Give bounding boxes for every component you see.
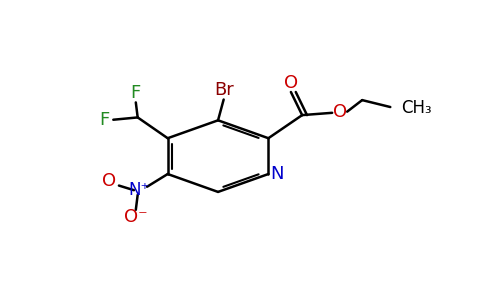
Text: Br: Br: [214, 81, 234, 99]
Text: O: O: [103, 172, 117, 190]
Text: O⁻: O⁻: [124, 208, 148, 226]
Text: O: O: [333, 103, 347, 121]
Text: CH₃: CH₃: [402, 99, 432, 117]
Text: O: O: [284, 74, 298, 92]
Text: F: F: [99, 111, 109, 129]
Text: F: F: [131, 84, 141, 102]
Text: N⁺: N⁺: [129, 181, 150, 199]
Text: N: N: [270, 165, 284, 183]
